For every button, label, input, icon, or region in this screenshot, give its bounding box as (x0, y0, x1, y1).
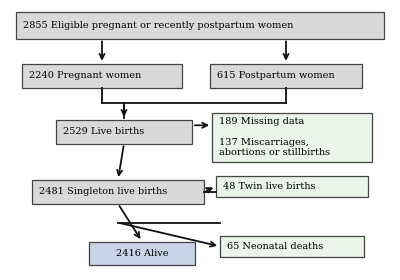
FancyBboxPatch shape (32, 180, 204, 204)
FancyBboxPatch shape (220, 236, 364, 257)
FancyBboxPatch shape (22, 64, 182, 87)
Text: 2240 Pregnant women: 2240 Pregnant women (29, 71, 142, 80)
Text: 2529 Live births: 2529 Live births (63, 127, 144, 136)
FancyBboxPatch shape (89, 241, 195, 265)
FancyBboxPatch shape (210, 64, 362, 87)
Text: 48 Twin live births: 48 Twin live births (223, 182, 316, 191)
FancyBboxPatch shape (216, 176, 368, 197)
Text: 65 Neonatal deaths: 65 Neonatal deaths (227, 242, 324, 251)
Text: 2855 Eligible pregnant or recently postpartum women: 2855 Eligible pregnant or recently postp… (23, 21, 294, 30)
Text: 2416 Alive: 2416 Alive (116, 249, 168, 258)
FancyBboxPatch shape (56, 120, 192, 143)
Text: 2481 Singleton live births: 2481 Singleton live births (39, 187, 168, 196)
FancyBboxPatch shape (212, 113, 372, 162)
Text: 189 Missing data

137 Miscarriages,
abortions or stillbirths: 189 Missing data 137 Miscarriages, abort… (219, 117, 330, 157)
Text: 615 Postpartum women: 615 Postpartum women (217, 71, 335, 80)
FancyBboxPatch shape (16, 12, 384, 39)
